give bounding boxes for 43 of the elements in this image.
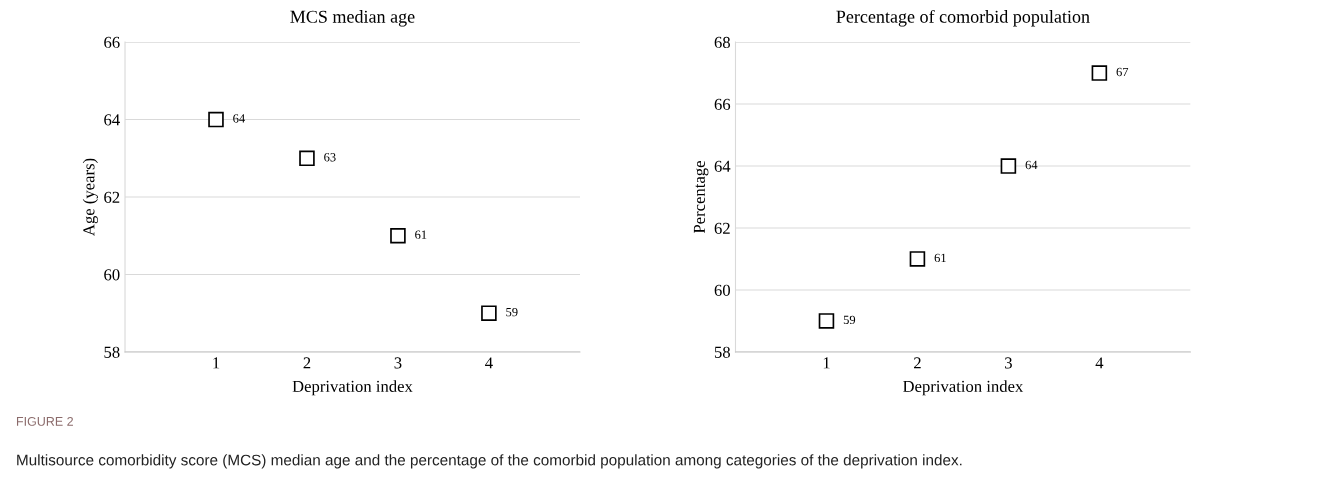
y-tick-label: 58 — [104, 346, 120, 358]
x-tick-label: 4 — [485, 357, 493, 369]
x-tick-label: 2 — [914, 357, 921, 369]
data-label: 64 — [1025, 160, 1038, 170]
point — [909, 251, 926, 267]
y-tick-label: 62 — [714, 222, 730, 234]
data-label: 59 — [506, 307, 518, 317]
x-tick-label: 2 — [303, 357, 311, 369]
point — [208, 111, 224, 128]
point — [818, 313, 835, 329]
x-tick-label: 4 — [1095, 357, 1104, 369]
caption: FIGURE 2 — [16, 416, 73, 426]
y-tick-label: 64 — [104, 114, 120, 126]
y-axis-title: Percentage — [693, 161, 709, 234]
point — [390, 227, 406, 244]
x-tick-label: 3 — [1005, 357, 1012, 369]
point — [1000, 158, 1017, 174]
data-label: 61 — [934, 253, 946, 263]
y-tick-label: 66 — [104, 36, 120, 49]
point — [1091, 65, 1108, 81]
y-axis-title: Age (years) — [82, 158, 98, 236]
x-tick-label: 3 — [394, 357, 402, 369]
point — [481, 305, 497, 321]
y-tick-label: 64 — [714, 160, 731, 172]
x-tick-label: 1 — [213, 357, 220, 369]
x-axis-title: Deprivation index — [292, 380, 413, 396]
data-label: 67 — [1116, 67, 1129, 77]
y-tick-label: 62 — [104, 191, 120, 203]
y-tick-label: 60 — [714, 284, 730, 296]
chart-title: MCS median age — [290, 10, 415, 27]
chart-title: Percentage of comorbid population — [836, 9, 1090, 27]
y-tick-label: 60 — [104, 269, 120, 281]
point — [299, 150, 315, 167]
data-label: 59 — [843, 315, 856, 325]
y-tick-label: 58 — [714, 346, 730, 358]
y-tick-label: 68 — [714, 36, 730, 49]
data-label: 64 — [233, 114, 245, 123]
data-label: 61 — [415, 230, 427, 239]
y-tick-label: 66 — [714, 98, 731, 110]
x-axis-title: Deprivation index — [903, 380, 1024, 396]
data-label: 63 — [324, 153, 336, 162]
text: Multisource comorbidity score (MCS) median age and the percentage of the comorbid population among categories of the deprivation index. — [17, 454, 962, 469]
x-tick-label: 1 — [823, 357, 830, 369]
